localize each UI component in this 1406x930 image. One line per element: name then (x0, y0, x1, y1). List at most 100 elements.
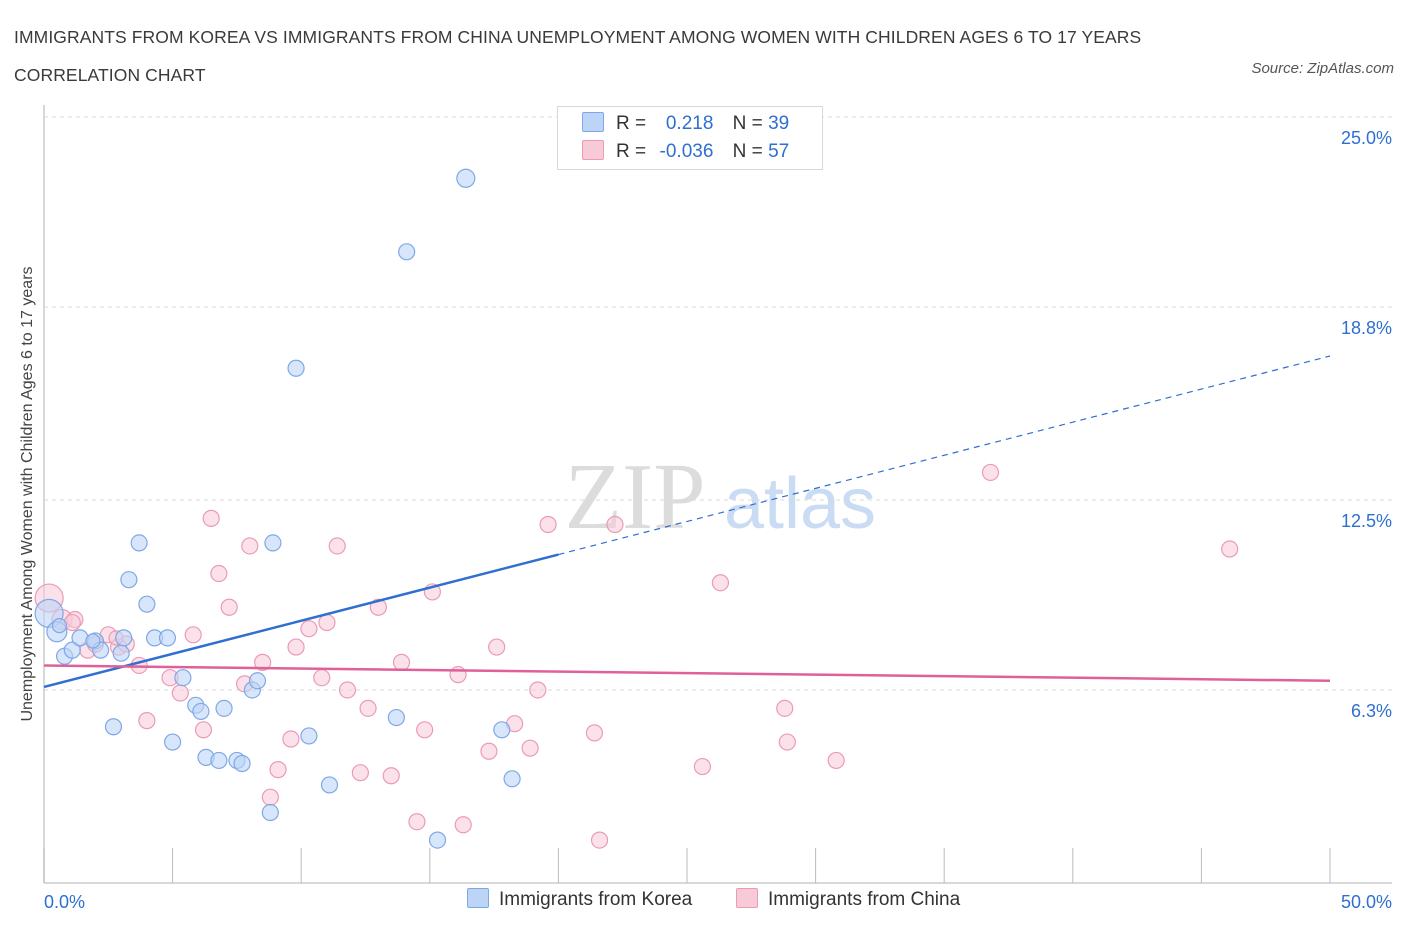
korea-point (215, 699, 233, 717)
korea-point (85, 633, 101, 649)
grid-lines (44, 116, 1392, 691)
china-point (338, 681, 357, 699)
china-point (269, 761, 287, 779)
china-point (202, 509, 220, 527)
china-point (539, 515, 557, 534)
china-point (287, 638, 305, 656)
korea-point (456, 168, 476, 188)
china-point (488, 638, 506, 656)
korea-point (248, 672, 267, 690)
korea-point (120, 571, 138, 589)
korea-trend-line (43, 553, 559, 689)
tick-labels: 6.3% 12.5% 18.8% 25.0% 0.0% 50.0% (44, 128, 1392, 912)
korea-point (320, 776, 339, 794)
legend-n-label: N = (732, 113, 763, 134)
korea-point (138, 595, 156, 613)
china-point (241, 537, 259, 555)
chart-title: IMMIGRANTS FROM KOREA VS IMMIGRANTS FROM… (14, 27, 1142, 85)
china-point (1221, 540, 1239, 558)
china-point (778, 733, 796, 751)
korea-point (261, 803, 279, 822)
china-point (693, 757, 712, 776)
korea-point (387, 708, 405, 727)
china-point (521, 739, 539, 757)
korea-point (115, 629, 133, 647)
korea-points (34, 168, 521, 849)
china-point (529, 681, 547, 699)
china-n-value: 57 (768, 141, 790, 162)
legend-box: R = 0.218 N = 39 R = -0.036 N = 57 (557, 106, 823, 170)
china-point (138, 712, 156, 730)
china-point (590, 831, 609, 849)
watermark-zip: ZIP (565, 445, 706, 549)
korea-point (493, 721, 511, 739)
korea-point (398, 243, 416, 261)
x-tick-label: 0.0% (44, 892, 85, 912)
china-point (711, 574, 730, 592)
y-tick-label: 6.3% (1351, 701, 1392, 721)
china-point (194, 721, 213, 739)
china-point (606, 515, 624, 534)
korea-point (174, 669, 192, 687)
china-point (313, 669, 331, 687)
korea-trend-extension (558, 355, 1331, 556)
korea-point (210, 751, 228, 770)
china-point (171, 684, 189, 702)
china-point (328, 537, 346, 555)
source-label: Source: ZipAtlas.com (1251, 60, 1394, 77)
china-point (220, 598, 238, 616)
china-point (351, 764, 369, 782)
china-point (382, 767, 400, 785)
korea-point (300, 727, 318, 745)
china-point (210, 564, 228, 583)
korea-point (192, 702, 210, 721)
y-tick-label: 12.5% (1341, 511, 1392, 531)
korea-r-value: 0.218 (665, 113, 714, 134)
china-point (369, 598, 387, 616)
trend-lines (43, 355, 1331, 689)
korea-point (428, 831, 447, 849)
korea-point (164, 733, 182, 751)
bottom-legend-china: Immigrants from China (736, 888, 960, 911)
korea-point (503, 770, 521, 788)
china-point (776, 699, 794, 717)
china-point (261, 788, 279, 806)
legend-row-korea: R = 0.218 N = 39 (582, 110, 789, 138)
china-point (981, 463, 1000, 482)
china-point (300, 620, 318, 638)
korea-point (264, 534, 282, 552)
china-point (359, 699, 377, 717)
korea-point (63, 641, 81, 659)
china-point (282, 730, 300, 748)
legend-n-label: N = (732, 141, 763, 162)
china-point (449, 666, 467, 684)
axes (43, 105, 1392, 884)
korea-swatch (582, 112, 604, 132)
legend-row-china: R = -0.036 N = 57 (582, 138, 789, 166)
china-swatch (582, 140, 604, 160)
china-swatch (736, 888, 758, 908)
china-trend-line (43, 664, 1331, 683)
korea-point (71, 629, 89, 647)
korea-point (233, 754, 251, 773)
china-point (408, 813, 426, 831)
bottom-legend-korea-label: Immigrants from Korea (499, 889, 693, 910)
korea-point (158, 629, 177, 647)
korea-point (287, 359, 305, 377)
x-tick-label: 50.0% (1341, 892, 1392, 912)
y-tick-label: 25.0% (1341, 128, 1392, 148)
china-point (416, 721, 434, 739)
korea-swatch (467, 888, 489, 908)
china-points (34, 463, 1239, 849)
bottom-legend-korea: Immigrants from Korea (467, 888, 692, 911)
y-tick-label: 18.8% (1341, 318, 1392, 338)
china-point (254, 653, 272, 671)
korea-point (130, 534, 148, 552)
watermark-atlas: atlas (724, 464, 876, 544)
legend-r-label: R = (616, 141, 647, 162)
korea-point (112, 644, 130, 662)
korea-n-value: 39 (768, 113, 790, 134)
china-r-value: -0.036 (659, 141, 714, 162)
china-point (318, 613, 336, 632)
